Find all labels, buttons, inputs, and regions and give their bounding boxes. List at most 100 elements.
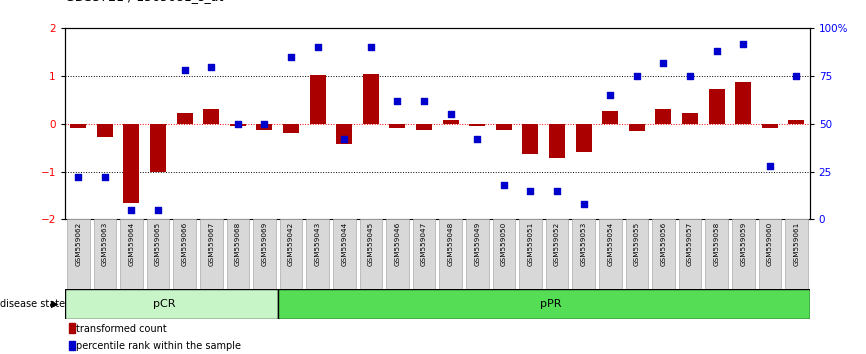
FancyBboxPatch shape xyxy=(546,219,568,289)
FancyBboxPatch shape xyxy=(173,219,196,289)
Bar xyxy=(363,74,378,124)
Point xyxy=(656,60,670,65)
Text: GSM559052: GSM559052 xyxy=(554,222,560,266)
Text: GSM559047: GSM559047 xyxy=(421,222,427,266)
Bar xyxy=(124,124,139,203)
FancyBboxPatch shape xyxy=(67,219,89,289)
Point xyxy=(497,182,511,188)
Text: pPR: pPR xyxy=(540,298,561,309)
FancyBboxPatch shape xyxy=(493,219,515,289)
Text: GDS3721 / 1565681_s_at: GDS3721 / 1565681_s_at xyxy=(65,0,223,3)
Text: GSM559063: GSM559063 xyxy=(102,222,108,266)
FancyBboxPatch shape xyxy=(785,219,808,289)
FancyBboxPatch shape xyxy=(227,219,249,289)
Bar xyxy=(68,323,75,333)
Point xyxy=(417,98,431,104)
FancyBboxPatch shape xyxy=(625,219,648,289)
Bar xyxy=(229,124,246,126)
FancyBboxPatch shape xyxy=(386,219,409,289)
Text: GSM559069: GSM559069 xyxy=(262,222,268,266)
Point xyxy=(763,163,777,169)
Text: GSM559053: GSM559053 xyxy=(580,222,586,266)
Text: GSM559062: GSM559062 xyxy=(75,222,81,266)
FancyBboxPatch shape xyxy=(307,219,329,289)
Point xyxy=(577,201,591,207)
Bar xyxy=(70,124,87,128)
Point xyxy=(204,64,218,69)
Bar xyxy=(762,124,778,128)
Point xyxy=(364,45,378,50)
Bar xyxy=(549,124,565,158)
Point xyxy=(125,207,139,213)
Bar xyxy=(97,124,113,137)
Point xyxy=(443,112,457,117)
FancyBboxPatch shape xyxy=(439,219,462,289)
Text: GSM559042: GSM559042 xyxy=(288,222,294,266)
FancyBboxPatch shape xyxy=(94,219,116,289)
FancyBboxPatch shape xyxy=(759,219,781,289)
FancyBboxPatch shape xyxy=(280,219,302,289)
Point xyxy=(257,121,271,127)
Bar xyxy=(204,109,219,124)
Text: GSM559043: GSM559043 xyxy=(314,222,320,266)
FancyBboxPatch shape xyxy=(65,289,278,319)
Point xyxy=(523,188,537,194)
Text: transformed count: transformed count xyxy=(76,324,167,333)
FancyBboxPatch shape xyxy=(705,219,728,289)
FancyBboxPatch shape xyxy=(146,219,170,289)
Text: GSM559064: GSM559064 xyxy=(128,222,134,266)
Point xyxy=(311,45,325,50)
Point xyxy=(71,175,85,180)
Bar xyxy=(602,110,618,124)
FancyBboxPatch shape xyxy=(253,219,275,289)
Bar xyxy=(256,124,273,130)
Text: GSM559066: GSM559066 xyxy=(182,222,188,266)
Point xyxy=(736,41,750,46)
Bar xyxy=(629,124,645,131)
Text: GSM559051: GSM559051 xyxy=(527,222,533,266)
Bar xyxy=(576,124,591,152)
Point xyxy=(550,188,564,194)
Bar xyxy=(310,75,326,124)
Bar xyxy=(390,124,405,128)
Text: GSM559046: GSM559046 xyxy=(394,222,400,266)
Text: percentile rank within the sample: percentile rank within the sample xyxy=(76,341,242,351)
FancyBboxPatch shape xyxy=(572,219,595,289)
Point xyxy=(470,136,484,142)
Text: GSM559058: GSM559058 xyxy=(714,222,720,266)
Text: GSM559060: GSM559060 xyxy=(766,222,772,266)
Text: GSM559067: GSM559067 xyxy=(208,222,214,266)
Text: GSM559065: GSM559065 xyxy=(155,222,161,266)
Bar xyxy=(469,124,485,126)
Text: GSM559045: GSM559045 xyxy=(368,222,374,266)
Point xyxy=(630,73,643,79)
FancyBboxPatch shape xyxy=(679,219,701,289)
Point xyxy=(178,68,191,73)
Point xyxy=(98,175,112,180)
Text: GSM559050: GSM559050 xyxy=(501,222,507,266)
FancyBboxPatch shape xyxy=(519,219,542,289)
FancyBboxPatch shape xyxy=(652,219,675,289)
Text: GSM559049: GSM559049 xyxy=(475,222,481,266)
FancyBboxPatch shape xyxy=(413,219,436,289)
Point xyxy=(284,54,298,60)
Bar xyxy=(443,120,459,124)
Text: GSM559048: GSM559048 xyxy=(448,222,454,266)
Text: GSM559061: GSM559061 xyxy=(793,222,799,266)
Text: disease state: disease state xyxy=(0,298,65,309)
Text: GSM559044: GSM559044 xyxy=(341,222,347,266)
Point xyxy=(683,73,697,79)
FancyBboxPatch shape xyxy=(278,289,810,319)
Bar xyxy=(735,82,751,124)
Bar xyxy=(416,124,432,130)
FancyBboxPatch shape xyxy=(333,219,356,289)
Text: GSM559059: GSM559059 xyxy=(740,222,746,266)
Point xyxy=(604,92,617,98)
Bar xyxy=(708,90,725,124)
Bar xyxy=(788,120,805,124)
FancyBboxPatch shape xyxy=(120,219,143,289)
Text: GSM559068: GSM559068 xyxy=(235,222,241,266)
Text: ▶: ▶ xyxy=(51,298,59,309)
Text: GSM559055: GSM559055 xyxy=(634,222,640,266)
Point xyxy=(709,48,723,54)
